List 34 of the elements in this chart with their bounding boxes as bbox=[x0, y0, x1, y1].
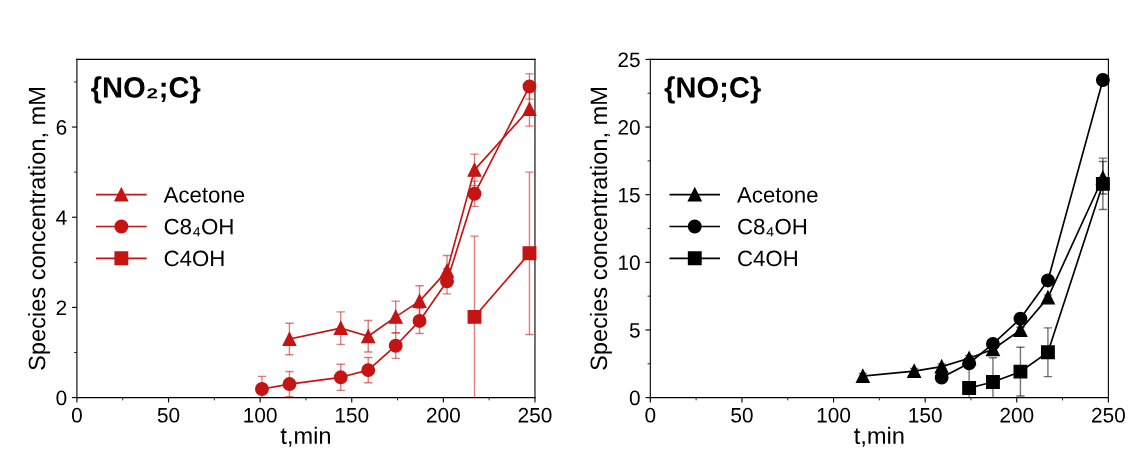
x-tick-label: 100 bbox=[817, 407, 851, 423]
x-tick-label: 50 bbox=[157, 407, 180, 423]
text: {NO;C} bbox=[664, 76, 761, 104]
y-tick-label: 25 bbox=[618, 52, 640, 68]
x-tick-label: 150 bbox=[909, 407, 942, 423]
x-tick-label: 0 bbox=[71, 407, 82, 423]
x-tick-label: 150 bbox=[335, 407, 369, 423]
x-axis-title: t,min bbox=[280, 426, 330, 447]
legend-label: Acetone bbox=[737, 187, 818, 203]
y-tick-label: 0 bbox=[56, 390, 67, 406]
x-tick-label: 200 bbox=[427, 407, 460, 423]
legend-label: Acetone bbox=[163, 187, 245, 203]
x-tick-label: 50 bbox=[731, 407, 753, 423]
y-tick-label: 0 bbox=[629, 390, 640, 406]
y-tick-label: 5 bbox=[629, 323, 640, 338]
x-tick-label: 250 bbox=[1092, 407, 1125, 423]
y-axis-title: Species concentration, mM bbox=[28, 88, 51, 370]
y-tick-label: 4 bbox=[56, 210, 67, 225]
x-axis-title: t,min bbox=[854, 426, 904, 447]
y-axis-title: Species concentration, mM bbox=[589, 88, 612, 370]
y-tick-label: 15 bbox=[619, 187, 640, 203]
legend-label: C8₄OH bbox=[164, 218, 233, 237]
x-tick-label: 100 bbox=[244, 407, 277, 423]
y-tick-label: 10 bbox=[619, 255, 640, 271]
legend-label: C4OH bbox=[738, 250, 797, 267]
y-tick-label: 20 bbox=[618, 120, 640, 135]
x-tick-label: 250 bbox=[518, 407, 552, 423]
y-tick-label: 2 bbox=[56, 300, 67, 315]
y-tick-label: 6 bbox=[56, 120, 67, 135]
x-tick-label: 200 bbox=[1000, 407, 1034, 423]
legend-label: C8₄OH bbox=[738, 218, 806, 237]
x-tick-label: 0 bbox=[645, 407, 656, 423]
text: {NO₂;C} bbox=[91, 76, 201, 104]
legend-label: C4OH bbox=[164, 250, 224, 267]
